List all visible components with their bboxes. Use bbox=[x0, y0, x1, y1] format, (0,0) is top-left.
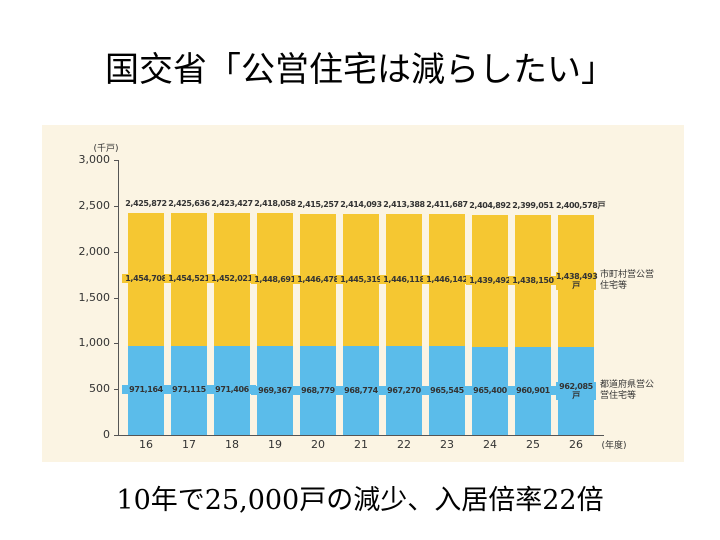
y-tick bbox=[114, 389, 118, 391]
legend-label: 都道府県営公営住宅等 bbox=[600, 379, 655, 401]
x-tick-label: 19 bbox=[268, 438, 282, 451]
total-label: 2,425,872 bbox=[125, 198, 167, 208]
value-label: 962,085 戸 bbox=[556, 381, 596, 400]
value-label: 1,438,150 bbox=[509, 276, 557, 285]
value-label: 1,454,521 bbox=[165, 274, 213, 284]
x-tick-label: 20 bbox=[311, 438, 325, 451]
y-tick bbox=[114, 251, 118, 253]
total-label: 2,415,257 bbox=[297, 199, 339, 209]
value-label: 971,164 bbox=[122, 385, 170, 395]
total-label: 2,423,427 bbox=[211, 198, 253, 208]
slide-title: 国交省「公営住宅は減らしたい」 bbox=[105, 50, 615, 90]
value-label: 968,779 bbox=[294, 385, 342, 395]
x-tick-label: 24 bbox=[483, 438, 497, 451]
total-label: 2,411,687 bbox=[426, 199, 468, 209]
value-label: 1,445,319 bbox=[337, 274, 385, 284]
x-tick-label: 26 bbox=[569, 438, 583, 451]
y-tick-label: 2,000 bbox=[78, 244, 111, 258]
value-label: 1,438,493 戸 bbox=[556, 271, 598, 290]
legend-label: 市町村営公営住宅等 bbox=[600, 269, 655, 291]
y-tick-label: 0 bbox=[103, 428, 110, 441]
total-label: 2,418,058 bbox=[254, 199, 296, 209]
y-tick-label: 2,500 bbox=[78, 198, 111, 212]
value-label: 965,545 bbox=[423, 385, 471, 395]
x-tick-label: 18 bbox=[225, 438, 239, 451]
value-label: 971,406 bbox=[208, 385, 256, 395]
y-tick bbox=[114, 160, 118, 161]
slide-subtitle: 10年で25,000戸の減少、入居倍率22倍 bbox=[116, 485, 604, 516]
x-tick-label: 16 bbox=[139, 438, 153, 451]
value-label: 1,452,021 bbox=[208, 274, 256, 284]
y-tick-label: 1,000 bbox=[78, 336, 111, 350]
value-label: 1,446,142 bbox=[423, 275, 471, 285]
total-label: 2,399,051 bbox=[512, 201, 554, 211]
value-label: 969,367 bbox=[251, 385, 299, 395]
x-axis-label: (年度) bbox=[601, 441, 627, 451]
y-tick-label: 1,500 bbox=[78, 290, 111, 304]
total-label: 2,413,388 bbox=[383, 199, 425, 209]
value-label: 971,115 bbox=[165, 385, 213, 395]
value-label: 1,448,691 bbox=[251, 274, 299, 284]
value-label: 968,774 bbox=[337, 385, 385, 395]
y-tick bbox=[114, 205, 118, 207]
y-tick bbox=[114, 435, 118, 436]
x-tick-label: 22 bbox=[397, 438, 411, 451]
total-label: 2,404,892 bbox=[469, 200, 511, 210]
y-axis bbox=[118, 160, 119, 435]
x-axis bbox=[118, 435, 604, 436]
x-tick-label: 25 bbox=[526, 438, 540, 451]
y-tick-label: 500 bbox=[89, 382, 110, 396]
value-label: 1,439,492 bbox=[466, 275, 514, 285]
value-label: 1,446,118 bbox=[380, 275, 428, 285]
value-label: 1,454,708 bbox=[122, 274, 170, 284]
value-label: 1,446,478 bbox=[294, 274, 342, 284]
value-label: 960,901 bbox=[509, 385, 557, 395]
y-tick-label: 3,000 bbox=[78, 153, 111, 166]
total-label: 2,400,578戸 bbox=[556, 200, 606, 210]
x-tick-label: 17 bbox=[182, 438, 196, 451]
total-label: 2,414,093 bbox=[340, 199, 382, 209]
x-tick-label: 21 bbox=[354, 438, 368, 451]
value-label: 967,270 bbox=[380, 385, 428, 395]
y-axis-label: (千戸) bbox=[93, 144, 119, 154]
y-tick bbox=[114, 297, 118, 299]
x-tick-label: 23 bbox=[440, 438, 454, 451]
value-label: 965,400 bbox=[466, 385, 514, 395]
total-label: 2,425,636 bbox=[168, 198, 210, 208]
y-tick bbox=[114, 343, 118, 345]
